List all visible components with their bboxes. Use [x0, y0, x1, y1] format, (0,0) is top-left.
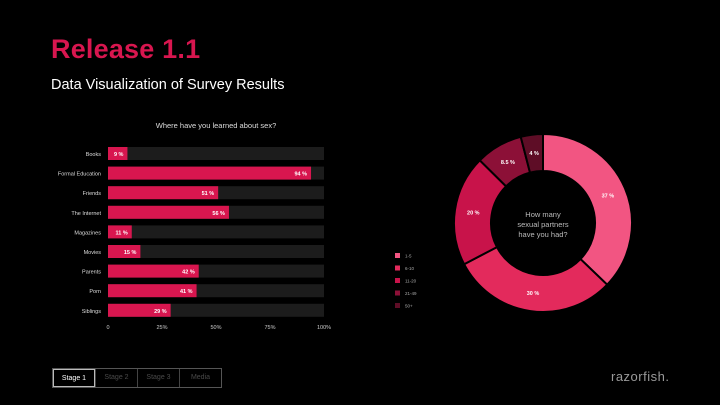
bar-value-label: 56 % [212, 211, 225, 217]
tab-media[interactable]: Media [179, 369, 221, 387]
tab-stage-1[interactable]: Stage 1 [53, 369, 95, 387]
tab-stage-3[interactable]: Stage 3 [137, 369, 179, 387]
legend-swatch [395, 290, 400, 296]
donut-slice [519, 132, 544, 174]
category-label: Siblings [82, 309, 102, 315]
slice-value-label: 8.5 % [501, 160, 515, 166]
legend-label: 50+ [405, 304, 413, 309]
bar-value-label: 11 % [116, 230, 128, 236]
donut-center-text: sexual partners [517, 220, 569, 229]
legend-swatch [395, 303, 400, 308]
donut-slice [542, 132, 633, 287]
bar-track [108, 225, 324, 239]
bar-value-label: 51 % [202, 191, 215, 197]
category-label: Movies [84, 250, 102, 256]
bar-track [108, 147, 324, 160]
legend-label: 11-20 [405, 279, 417, 284]
bar [108, 147, 128, 160]
category-label: Magazines [74, 230, 101, 236]
bar-value-label: 41 % [180, 289, 193, 295]
legend-label: 6-10 [405, 266, 415, 271]
x-tick-label: 100% [317, 325, 331, 331]
donut-slice [462, 245, 609, 313]
bar [108, 225, 132, 239]
bar [108, 303, 171, 317]
x-tick-label: 50% [210, 325, 221, 331]
category-label: Formal Education [58, 172, 101, 178]
legend-label: 1-5 [405, 254, 412, 259]
slice-value-label: 30 % [527, 291, 540, 297]
tab-stage-2[interactable]: Stage 2 [95, 369, 137, 387]
x-tick-label: 75% [264, 325, 275, 331]
bar [108, 166, 312, 180]
bar-value-label: 42 % [182, 270, 195, 276]
legend-label: 21-49 [405, 291, 417, 296]
bar-track [108, 245, 324, 258]
legend-swatch [395, 278, 400, 283]
bar [108, 264, 199, 278]
page-title: Release 1.1 [51, 34, 201, 64]
category-label: The Internet [71, 211, 101, 217]
razorfish-logo: razorfish. [611, 369, 670, 384]
slice-value-label: 4 % [529, 151, 539, 157]
bar [108, 245, 141, 258]
category-label: Friends [83, 191, 102, 197]
page-subtitle: Data Visualization of Survey Results [51, 77, 285, 93]
bar-value-label: 15 % [124, 250, 137, 256]
legend-swatch [395, 253, 400, 258]
stage-tabs: Stage 1 Stage 2 Stage 3 Media [52, 368, 222, 388]
bar-value-label: 29 % [154, 309, 167, 315]
bar [108, 284, 197, 298]
x-tick-label: 25% [156, 325, 167, 331]
legend-swatch [395, 265, 400, 271]
slice-value-label: 37 % [602, 193, 615, 199]
donut-center-text: have you had? [518, 230, 567, 239]
bar-value-label: 9 % [114, 152, 124, 158]
category-label: Porn [89, 289, 101, 295]
bar [108, 186, 219, 200]
x-tick-label: 0 [106, 325, 109, 331]
bar [108, 205, 229, 219]
donut-center-text: How many [525, 210, 561, 219]
category-label: Books [86, 152, 102, 158]
bar-chart-title: Where have you learned about sex? [156, 121, 277, 130]
bar-value-label: 94 % [294, 172, 307, 178]
category-label: Parents [82, 270, 101, 276]
slice-value-label: 20 % [467, 210, 480, 216]
